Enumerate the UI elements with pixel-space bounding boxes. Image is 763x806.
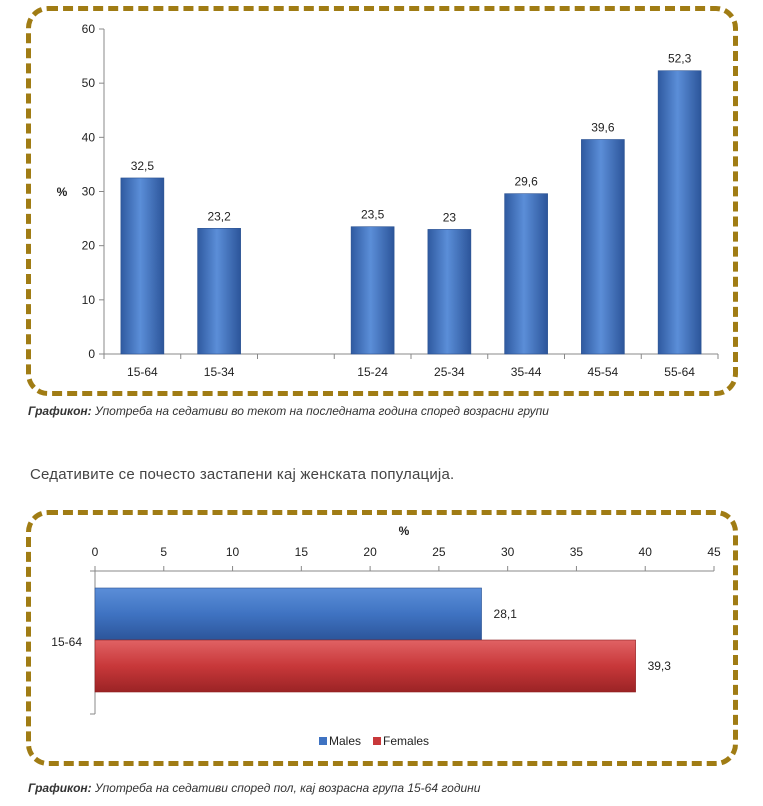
x-tick-label: 25 [432, 545, 446, 559]
chart-caption-age: Графикон: Употреба на седативи во текот … [28, 404, 549, 418]
bar-value-label: 29,6 [514, 175, 538, 189]
x-tick-label: 35 [570, 545, 584, 559]
bar-value-label: 52,3 [668, 52, 692, 66]
x-tick-label: 40 [639, 545, 653, 559]
bar [504, 193, 548, 355]
bar [657, 70, 702, 355]
legend-label: Females [383, 734, 429, 748]
x-tick-label: 15 [295, 545, 309, 559]
chart-caption-gender: Графикон: Употреба на седативи според по… [28, 781, 480, 795]
x-tick-label: 20 [363, 545, 377, 559]
x-axis-title: % [399, 524, 410, 538]
bar-females [94, 639, 636, 693]
x-tick-label: 45 [707, 545, 721, 559]
bar [581, 139, 625, 355]
bar [197, 228, 241, 355]
x-tick-label: 10 [226, 545, 240, 559]
y-tick-label: 0 [88, 347, 95, 361]
x-tick-label: 55-64 [664, 365, 695, 379]
caption-text: Употреба на седативи според пол, кај воз… [95, 781, 481, 795]
x-tick-label: 25-34 [434, 365, 465, 379]
bar-value-label: 39,6 [591, 121, 615, 135]
legend-swatch [319, 737, 327, 745]
x-tick-label: 15-24 [357, 365, 388, 379]
x-tick-label: 5 [160, 545, 167, 559]
y-tick-label: 10 [82, 293, 96, 307]
bar-value-label: 23 [443, 210, 457, 224]
bar [350, 226, 395, 355]
bar [427, 229, 472, 355]
y-tick-label: 20 [82, 239, 96, 253]
caption-label: Графикон: [28, 404, 92, 418]
bar-value-label: 32,5 [131, 159, 155, 173]
bar-value-label: 39,3 [648, 659, 672, 673]
body-paragraph: Седативите се почесто застапени кај женс… [30, 466, 455, 483]
bar [120, 177, 165, 355]
bar-value-label: 28,1 [494, 607, 518, 621]
legend-swatch [373, 737, 382, 745]
y-tick-label: 50 [82, 76, 96, 90]
bar-value-label: 23,2 [207, 209, 231, 223]
legend-label: Males [329, 734, 361, 748]
bar-value-label: 23,5 [361, 208, 385, 222]
caption-label: Графикон: [28, 781, 92, 795]
caption-text: Употреба на седативи во текот на последн… [95, 404, 549, 418]
y-tick-label: 30 [82, 185, 96, 199]
chart-frame-gender [26, 510, 738, 766]
x-tick-label: 15-34 [204, 365, 235, 379]
x-tick-label: 35-44 [511, 365, 542, 379]
bar-males [94, 587, 482, 641]
chart-frame-age [26, 6, 738, 396]
age-bar-chart: 0 10 20 30 40 50 60% 15-64 32,5 15-34 23,2 15-24 23… [57, 22, 719, 379]
x-tick-label: 15-64 [127, 365, 158, 379]
x-tick-label: 0 [92, 545, 99, 559]
y-tick-label: 40 [82, 130, 96, 144]
y-tick-label: 60 [82, 22, 96, 36]
y-axis-title: % [57, 185, 68, 199]
x-tick-label: 45-54 [588, 365, 619, 379]
x-tick-label: 30 [501, 545, 515, 559]
y-tick-label: 15-64 [51, 635, 82, 649]
